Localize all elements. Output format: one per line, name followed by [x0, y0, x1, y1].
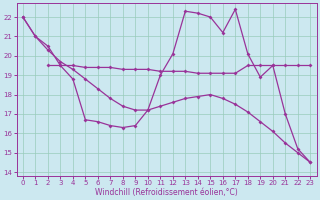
X-axis label: Windchill (Refroidissement éolien,°C): Windchill (Refroidissement éolien,°C): [95, 188, 238, 197]
